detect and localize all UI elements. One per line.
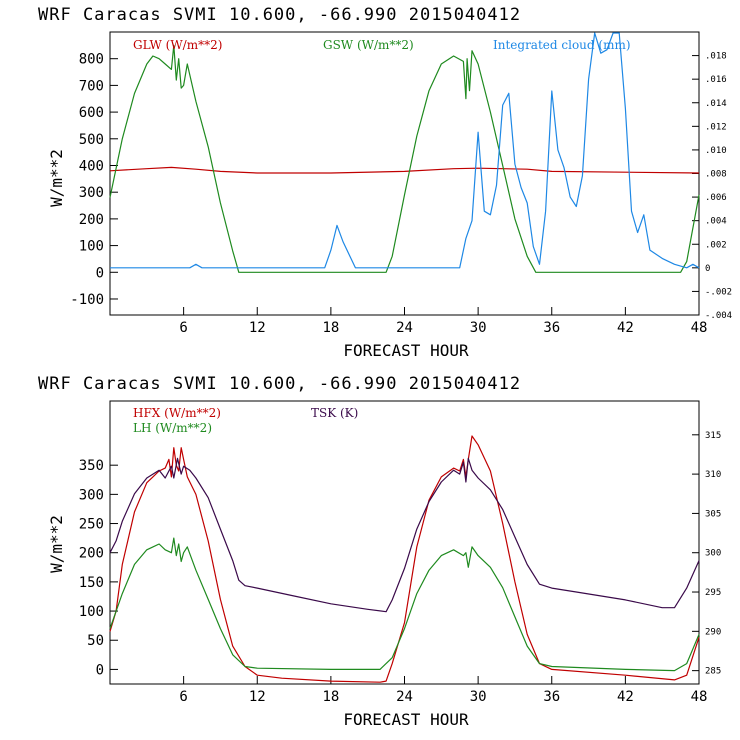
y2-tick-label: 0: [705, 264, 710, 274]
top-chart-title: WRF Caracas SVMI 10.600, -66.990 2015040…: [38, 5, 521, 25]
y-tick-label: 150: [79, 575, 104, 591]
x-tick-label: 18: [322, 320, 339, 336]
top-x-axis-label: FORECAST HOUR: [343, 341, 469, 360]
y-tick-label: -100: [70, 292, 104, 308]
x-tick-label: 42: [617, 320, 634, 336]
x-tick-label: 12: [249, 689, 266, 705]
top-y-axis: -100 0 100 200 300 400 500 600 700 800: [70, 52, 118, 308]
y-tick-label: 700: [79, 78, 104, 94]
x-tick-label: 24: [396, 320, 413, 336]
top-chart: WRF Caracas SVMI 10.600, -66.990 2015040…: [38, 5, 732, 360]
y2-tick-label: .004: [705, 217, 727, 227]
x-tick-label: 36: [543, 689, 560, 705]
top-legend-glw: GLW (W/m**2): [133, 38, 222, 52]
bottom-legend-hfx: HFX (W/m**2): [133, 406, 221, 420]
y-tick-label: 350: [79, 458, 104, 474]
x-tick-label: 48: [691, 689, 708, 705]
x-tick-label: 36: [543, 320, 560, 336]
y-tick-label: 300: [79, 185, 104, 201]
top-series-group: [109, 32, 700, 273]
y-tick-label: 400: [79, 158, 104, 174]
y2-tick-label: .016: [705, 75, 727, 85]
y2-tick-label: 305: [705, 509, 721, 519]
y-tick-label: 100: [79, 604, 104, 620]
bottom-y2-axis: 285 290 295 300 305 310 315: [692, 431, 721, 677]
y2-tick-label: .010: [705, 146, 727, 156]
y2-tick-label: 285: [705, 667, 721, 677]
x-tick-label: 42: [617, 689, 634, 705]
y2-tick-label: -.004: [705, 311, 732, 321]
series-line-integrated: [110, 32, 700, 269]
y-tick-label: 200: [79, 212, 104, 228]
bottom-x-axis-label: FORECAST HOUR: [343, 710, 469, 729]
bottom-y-axis-label: W/m**2: [47, 515, 66, 573]
series-line-tsk: [109, 457, 700, 613]
y-tick-label: 100: [79, 239, 104, 255]
series-line-hfx: [109, 435, 700, 683]
series-line-glw: [109, 166, 700, 174]
bottom-x-axis: 6 12 18 24 30 36 42 48: [179, 676, 707, 705]
y2-tick-label: 295: [705, 588, 721, 598]
y-tick-label: 500: [79, 132, 104, 148]
y-tick-label: 0: [96, 265, 104, 281]
y2-tick-label: .006: [705, 193, 727, 203]
y-tick-label: 50: [87, 633, 104, 649]
y-tick-label: 250: [79, 517, 104, 533]
top-y2-axis: -.004 -.002 0 .002 .004 .006 .008 .010 .012 .014.…: [692, 52, 732, 321]
x-tick-label: 30: [470, 320, 487, 336]
y2-tick-label: .008: [705, 170, 727, 180]
x-tick-label: 12: [249, 320, 266, 336]
top-y-axis-label: W/m**2: [47, 149, 66, 207]
y-tick-label: 600: [79, 105, 104, 121]
y-tick-label: 300: [79, 487, 104, 503]
bottom-plot-frame: [109, 400, 700, 685]
y2-tick-label: -.002: [705, 287, 732, 297]
y-tick-label: 200: [79, 546, 104, 562]
x-tick-label: 6: [179, 320, 187, 336]
y2-tick-label: .012: [705, 122, 727, 132]
bottom-y-axis: 0 50 100 150 200 250 300 350: [79, 458, 118, 678]
y2-tick-label: .014: [705, 99, 727, 109]
bottom-chart: WRF Caracas SVMI 10.600, -66.990 2015040…: [38, 374, 721, 729]
bottom-legend-tsk: TSK (K): [311, 406, 358, 420]
y2-tick-label: .018: [705, 52, 727, 62]
x-tick-label: 6: [179, 689, 187, 705]
x-tick-label: 30: [470, 689, 487, 705]
bottom-chart-title: WRF Caracas SVMI 10.600, -66.990 2015040…: [38, 374, 521, 394]
y2-tick-label: .002: [705, 240, 727, 250]
top-legend-gsw: GSW (W/m**2): [323, 38, 414, 52]
y-tick-label: 800: [79, 52, 104, 68]
x-tick-label: 24: [396, 689, 413, 705]
y-tick-label: 0: [96, 662, 104, 678]
y2-tick-label: 300: [705, 549, 721, 559]
bottom-legend-lh: LH (W/m**2): [133, 421, 212, 435]
x-tick-label: 48: [691, 320, 708, 336]
y2-tick-label: 290: [705, 627, 721, 637]
series-line-gsw: [109, 44, 700, 273]
top-legend-cloud: Integrated cloud (mm): [493, 38, 631, 52]
y2-tick-label: 310: [705, 470, 721, 480]
top-x-axis: 6 12 18 24 30 36 42 48: [179, 307, 707, 336]
series-line-lh: [109, 537, 700, 672]
y2-tick-label: 315: [705, 431, 721, 441]
bottom-series-group: [109, 435, 700, 683]
x-tick-label: 18: [322, 689, 339, 705]
